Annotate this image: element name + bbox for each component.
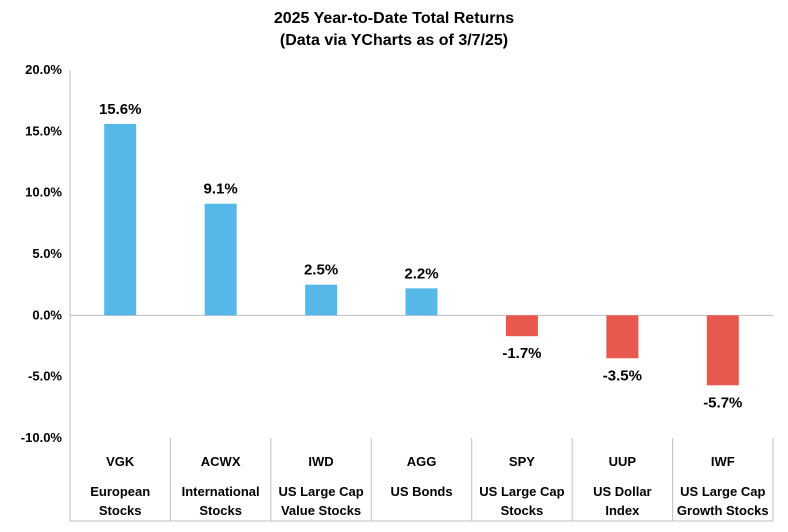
- data-label: 15.6%: [99, 101, 142, 118]
- y-tick-label: -10.0%: [21, 430, 63, 445]
- category-name-line2: Value Stocks: [281, 503, 361, 518]
- data-label: 2.2%: [404, 265, 438, 282]
- category-name-line2: Index: [605, 503, 640, 518]
- category-name-line2: Stocks: [99, 503, 142, 518]
- data-label: -5.7%: [703, 394, 742, 411]
- category-name-line1: US Large Cap: [278, 484, 363, 499]
- category-name-line1: International: [182, 484, 260, 499]
- bar: [505, 315, 538, 337]
- y-tick-label: 20.0%: [25, 62, 62, 77]
- y-tick-label: 5.0%: [32, 246, 62, 261]
- category-ticker: ACWX: [201, 454, 241, 469]
- category-name-line1: European: [90, 484, 150, 499]
- category-name-line1: US Dollar: [593, 484, 652, 499]
- category-ticker: AGG: [407, 454, 437, 469]
- label-layer: 15.6% VGK European Stocks 9.1% ACWX Internatio…: [90, 101, 768, 518]
- category-ticker: SPY: [509, 454, 535, 469]
- chart-title: 2025 Year-to-Date Total Returns: [274, 10, 514, 27]
- category-name-line2: Growth Stocks: [677, 503, 769, 518]
- y-tick-label: 0.0%: [32, 307, 62, 322]
- category-name-line2: Stocks: [199, 503, 242, 518]
- category-ticker: IWF: [711, 454, 735, 469]
- bar: [204, 203, 237, 316]
- category-name-line1: US Bonds: [390, 484, 452, 499]
- bar: [606, 315, 639, 359]
- data-label: -1.7%: [502, 345, 541, 362]
- bar: [104, 123, 137, 316]
- bar-layer: [104, 123, 739, 386]
- y-tick-label: 10.0%: [25, 185, 62, 200]
- category-ticker: IWD: [308, 454, 333, 469]
- data-label: 2.5%: [304, 262, 338, 279]
- chart-subtitle: (Data via YCharts as of 3/7/25): [280, 32, 508, 49]
- y-tick-label: -5.0%: [28, 369, 62, 384]
- category-name-line1: US Large Cap: [479, 484, 564, 499]
- y-tick-label: 15.0%: [25, 123, 62, 138]
- category-ticker: VGK: [106, 454, 135, 469]
- data-label: -3.5%: [603, 367, 642, 384]
- bar: [706, 315, 739, 386]
- category-name-line1: US Large Cap: [680, 484, 765, 499]
- category-ticker: UUP: [609, 454, 637, 469]
- category-name-line2: Stocks: [501, 503, 544, 518]
- data-label: 9.1%: [204, 181, 238, 198]
- bar: [305, 284, 338, 316]
- bar: [405, 288, 438, 316]
